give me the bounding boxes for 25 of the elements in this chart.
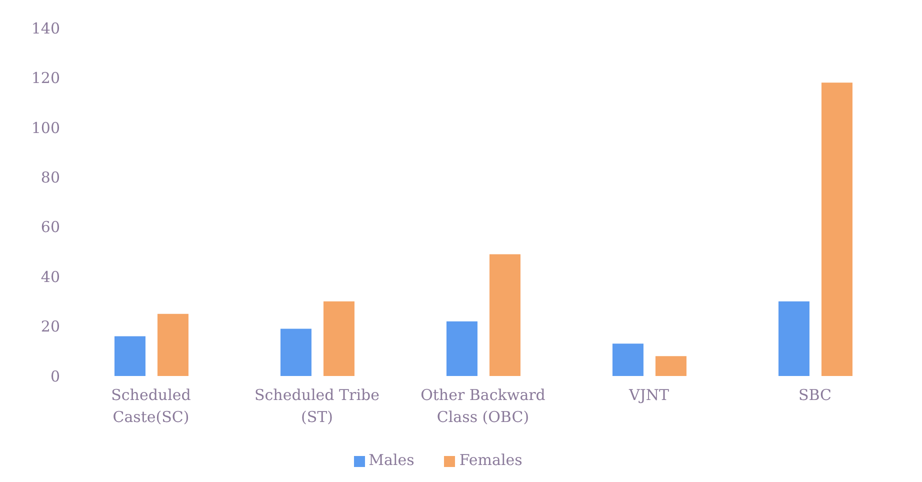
legend-label: Females xyxy=(459,451,522,469)
bar xyxy=(778,301,810,376)
bar xyxy=(821,82,852,376)
y-tick-label: 20 xyxy=(40,318,60,336)
x-tick-label: Scheduled Tribe (ST) xyxy=(254,386,380,426)
x-tick-label: Other Backward Class (OBC) xyxy=(420,386,546,426)
y-tick-label: 80 xyxy=(40,168,60,186)
y-tick-label: 140 xyxy=(31,19,60,38)
legend-label: Males xyxy=(368,451,414,469)
bar xyxy=(612,344,644,376)
bar xyxy=(114,336,146,376)
y-tick-label: 60 xyxy=(40,218,60,236)
bar xyxy=(157,314,188,376)
y-tick-label: 40 xyxy=(40,268,60,286)
bar xyxy=(323,301,354,376)
x-tick-label: SBC xyxy=(798,386,832,404)
y-tick-label: 0 xyxy=(50,367,60,386)
bar xyxy=(446,321,478,376)
x-tick-label: VJNT xyxy=(628,386,669,404)
bar xyxy=(489,254,520,376)
x-tick-label: Scheduled Caste(SC) xyxy=(111,386,192,426)
y-tick-label: 120 xyxy=(31,69,60,88)
y-tick-label: 100 xyxy=(31,118,60,137)
bar xyxy=(280,328,312,376)
bar xyxy=(655,356,686,376)
